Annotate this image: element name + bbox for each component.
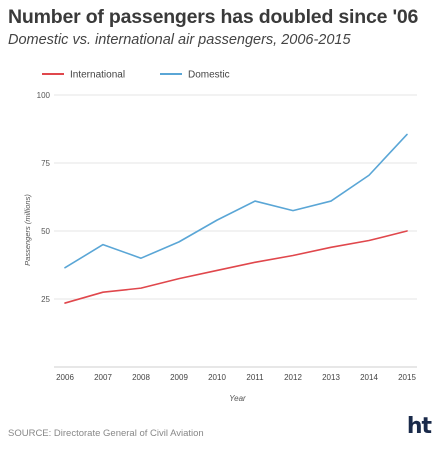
y-tick-label: 100 <box>37 91 51 100</box>
y-tick-label: 75 <box>41 159 50 168</box>
gridlines <box>54 94 417 368</box>
x-tick-label: 2007 <box>94 373 112 382</box>
series-line-international <box>64 230 408 304</box>
chart-subtitle: Domestic vs. international air passenger… <box>8 32 351 48</box>
ht-logo: ht <box>406 414 432 439</box>
legend: International Domestic <box>42 70 230 81</box>
legend-label-international: International <box>70 70 125 81</box>
x-tick-label: 2006 <box>56 373 74 382</box>
x-tick-label: 2015 <box>398 373 416 382</box>
x-tick-label: 2009 <box>170 373 188 382</box>
x-axis-label: Year <box>229 394 246 403</box>
x-axis-ticks: 2006 2007 2008 2009 2010 2011 2012 2013 2014 2015 <box>56 373 416 382</box>
series-line-domestic <box>64 133 408 269</box>
x-tick-label: 2011 <box>246 373 264 382</box>
x-tick-label: 2014 <box>360 373 378 382</box>
source-note: SOURCE: Directorate General of Civil Avi… <box>8 428 204 439</box>
y-tick-label: 50 <box>41 227 50 236</box>
series-lines <box>64 133 408 304</box>
chart-title: Number of passengers has doubled since '… <box>8 6 419 28</box>
y-tick-label: 25 <box>41 295 50 304</box>
x-tick-label: 2013 <box>322 373 340 382</box>
legend-label-domestic: Domestic <box>188 70 230 81</box>
x-tick-label: 2010 <box>208 373 226 382</box>
x-tick-label: 2008 <box>132 373 150 382</box>
y-axis-ticks: 25 50 75 100 <box>37 91 51 304</box>
y-axis-label: Passengers (millions) <box>23 194 32 266</box>
line-chart: International Domestic 25 50 75 100 2006 2007… <box>23 70 417 403</box>
x-tick-label: 2012 <box>284 373 302 382</box>
